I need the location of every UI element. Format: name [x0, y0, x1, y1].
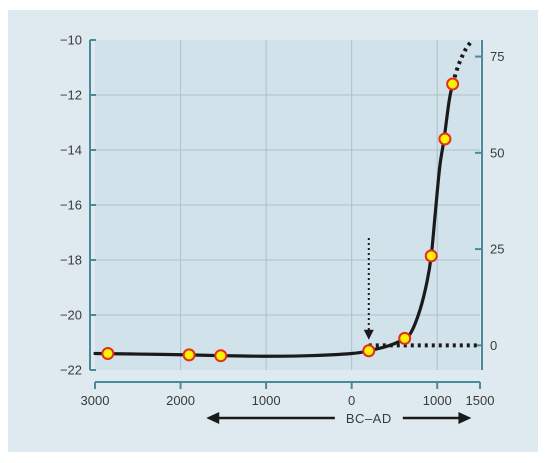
data-point-marker — [424, 249, 438, 263]
x-axis-ticks: 3000 2000 1000 0 1000 1500 — [81, 382, 495, 408]
markers-group — [101, 77, 460, 363]
data-point-marker — [101, 347, 115, 360]
x-axis-label: BC–AD — [346, 411, 392, 426]
left-tick-label: −20 — [60, 308, 82, 323]
x-tick-label: 2000 — [166, 393, 195, 408]
right-tick-label: 75 — [490, 49, 504, 64]
x-tick-label: 1000 — [252, 393, 281, 408]
right-arrow-head — [458, 412, 472, 424]
series-curve-dotted — [450, 40, 474, 85]
data-point-marker — [182, 348, 196, 362]
data-point-marker — [214, 349, 228, 363]
annotations-group: BC–AD — [206, 238, 472, 426]
left-tick-label: −10 — [60, 33, 82, 48]
left-tick-label: −12 — [60, 88, 82, 103]
left-y-axis-ticks: −10 −12 −14 −16 −18 −20 −22 — [60, 33, 96, 378]
x-tick-label: 1000 — [423, 393, 452, 408]
left-tick-label: −22 — [60, 363, 82, 378]
data-point-marker — [438, 132, 452, 146]
left-arrow-head — [206, 412, 220, 424]
right-tick-label: 0 — [490, 338, 497, 353]
right-tick-label: 25 — [490, 242, 504, 257]
x-tick-label: 0 — [348, 393, 355, 408]
x-tick-label: 3000 — [81, 393, 110, 408]
gridlines — [95, 40, 480, 370]
data-point-marker — [398, 331, 412, 345]
left-tick-label: −16 — [60, 198, 82, 213]
dotted-down-arrow-head — [363, 329, 374, 340]
data-point-marker — [446, 77, 460, 91]
right-y-axis-ticks: 0 25 50 75 — [475, 49, 504, 353]
left-tick-label: −18 — [60, 253, 82, 268]
x-tick-label: 1500 — [466, 393, 495, 408]
data-point-marker — [362, 344, 376, 358]
right-tick-label: 50 — [490, 145, 504, 160]
left-tick-label: −14 — [60, 143, 82, 158]
